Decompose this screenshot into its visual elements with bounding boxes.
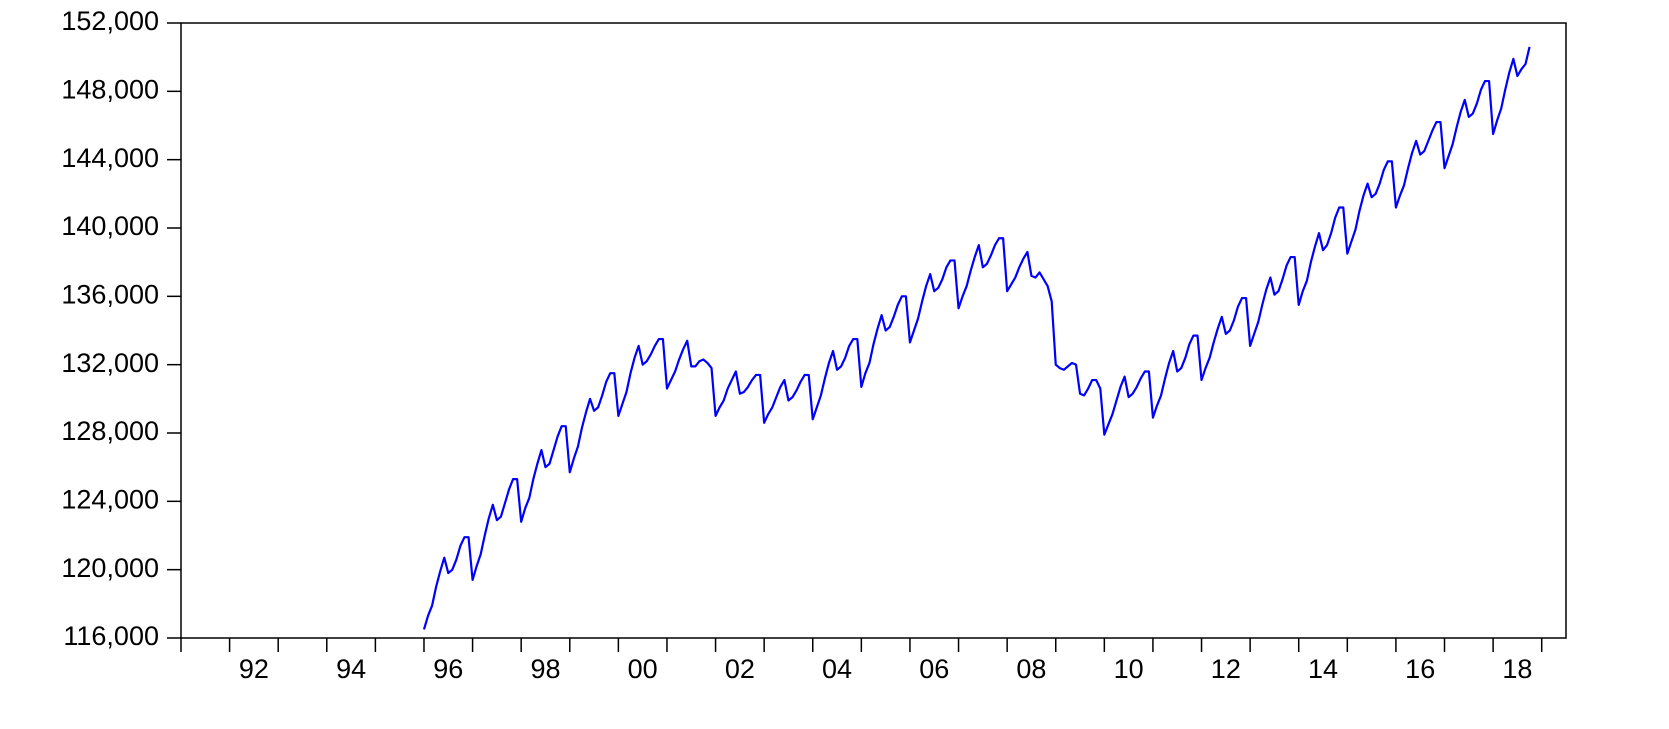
x-tick-label: 08 [1016, 654, 1046, 684]
y-tick-label: 124,000 [61, 484, 159, 514]
x-tick-label: 02 [725, 654, 755, 684]
y-tick-label: 152,000 [61, 6, 159, 36]
y-tick-label: 120,000 [61, 553, 159, 583]
x-tick-label: 94 [336, 654, 366, 684]
plot-frame [180, 22, 1567, 639]
y-tick-label: 132,000 [61, 348, 159, 378]
y-tick-label: 128,000 [61, 416, 159, 446]
x-tick-label: 92 [239, 654, 269, 684]
x-tick-label: 00 [628, 654, 658, 684]
y-tick-label: 148,000 [61, 74, 159, 104]
x-tick-label: 10 [1114, 654, 1144, 684]
y-tick-label: 116,000 [63, 621, 159, 651]
x-tick-label: 18 [1502, 654, 1532, 684]
y-tick-label: 136,000 [61, 279, 159, 309]
line-series [422, 46, 1531, 630]
x-tick-label: 14 [1308, 654, 1338, 684]
x-tick-label: 12 [1211, 654, 1241, 684]
y-tick-label: 140,000 [61, 211, 159, 241]
x-tick-label: 96 [433, 654, 463, 684]
y-tick-label: 144,000 [61, 143, 159, 173]
x-tick-label: 06 [919, 654, 949, 684]
x-tick-label: 16 [1405, 654, 1435, 684]
x-tick-label: 04 [822, 654, 852, 684]
x-tick-label: 98 [530, 654, 560, 684]
